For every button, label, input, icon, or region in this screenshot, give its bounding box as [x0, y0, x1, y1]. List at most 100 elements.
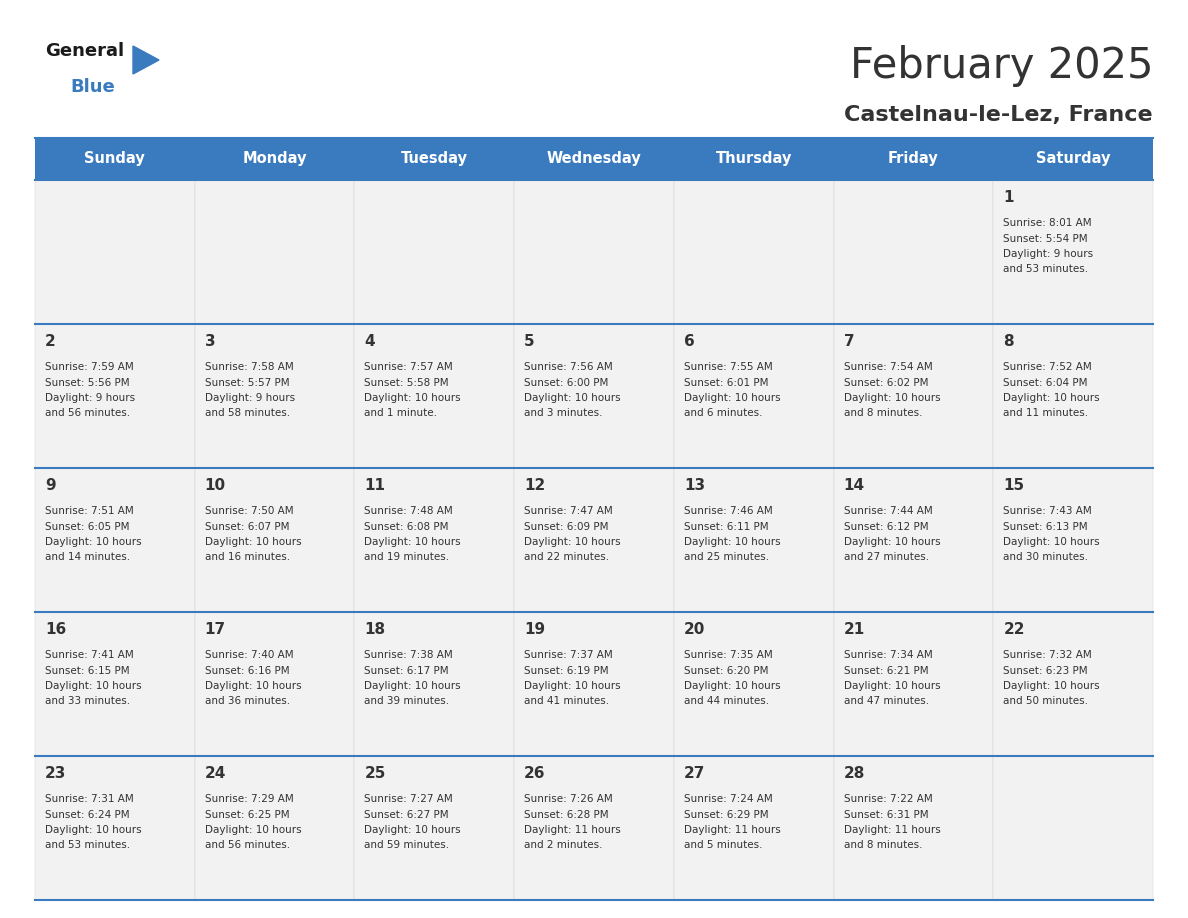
Text: and 2 minutes.: and 2 minutes.	[524, 841, 602, 850]
Text: Daylight: 11 hours: Daylight: 11 hours	[524, 825, 621, 835]
Text: Sunset: 6:19 PM: Sunset: 6:19 PM	[524, 666, 608, 676]
Text: 15: 15	[1004, 478, 1024, 493]
Text: Sunset: 6:20 PM: Sunset: 6:20 PM	[684, 666, 769, 676]
Text: Sunrise: 7:44 AM: Sunrise: 7:44 AM	[843, 506, 933, 516]
Text: Sunrise: 7:31 AM: Sunrise: 7:31 AM	[45, 794, 134, 804]
Bar	[834, 180, 993, 324]
Text: Sunrise: 7:29 AM: Sunrise: 7:29 AM	[204, 794, 293, 804]
Text: Sunrise: 7:26 AM: Sunrise: 7:26 AM	[524, 794, 613, 804]
Text: Sunrise: 7:40 AM: Sunrise: 7:40 AM	[204, 650, 293, 660]
Text: Monday: Monday	[242, 151, 307, 166]
Text: Sunrise: 7:55 AM: Sunrise: 7:55 AM	[684, 362, 772, 372]
Text: 6: 6	[684, 334, 695, 349]
Bar	[34, 756, 195, 900]
Text: and 8 minutes.: and 8 minutes.	[843, 409, 922, 419]
Text: Daylight: 10 hours: Daylight: 10 hours	[365, 537, 461, 547]
Text: Sunrise: 7:57 AM: Sunrise: 7:57 AM	[365, 362, 453, 372]
Text: Sunset: 5:58 PM: Sunset: 5:58 PM	[365, 377, 449, 387]
Text: and 56 minutes.: and 56 minutes.	[45, 409, 131, 419]
Text: Sunset: 6:07 PM: Sunset: 6:07 PM	[204, 521, 289, 532]
Bar	[674, 180, 834, 324]
Text: Sunrise: 7:51 AM: Sunrise: 7:51 AM	[45, 506, 134, 516]
Bar	[834, 756, 993, 900]
Text: Sunset: 6:01 PM: Sunset: 6:01 PM	[684, 377, 769, 387]
Text: 10: 10	[204, 478, 226, 493]
Text: Sunrise: 7:24 AM: Sunrise: 7:24 AM	[684, 794, 772, 804]
Text: 24: 24	[204, 766, 226, 781]
Text: Daylight: 10 hours: Daylight: 10 hours	[204, 825, 302, 835]
Bar	[195, 180, 354, 324]
Text: Daylight: 10 hours: Daylight: 10 hours	[45, 825, 141, 835]
Text: Sunrise: 7:32 AM: Sunrise: 7:32 AM	[1004, 650, 1092, 660]
Text: Sunrise: 7:50 AM: Sunrise: 7:50 AM	[204, 506, 293, 516]
Bar	[993, 612, 1154, 756]
Bar	[34, 180, 195, 324]
Bar	[514, 468, 674, 612]
Text: Sunset: 6:12 PM: Sunset: 6:12 PM	[843, 521, 928, 532]
Text: Daylight: 11 hours: Daylight: 11 hours	[684, 825, 781, 835]
Text: Sunset: 6:29 PM: Sunset: 6:29 PM	[684, 810, 769, 820]
Text: Sunset: 6:11 PM: Sunset: 6:11 PM	[684, 521, 769, 532]
Text: and 6 minutes.: and 6 minutes.	[684, 409, 763, 419]
Text: and 41 minutes.: and 41 minutes.	[524, 697, 609, 707]
Bar	[34, 612, 195, 756]
Text: Daylight: 10 hours: Daylight: 10 hours	[684, 681, 781, 691]
Bar	[834, 468, 993, 612]
Text: February 2025: February 2025	[849, 45, 1154, 87]
Bar	[993, 468, 1154, 612]
Bar	[195, 756, 354, 900]
Bar	[34, 324, 195, 468]
Text: Thursday: Thursday	[715, 151, 792, 166]
Text: Sunrise: 7:54 AM: Sunrise: 7:54 AM	[843, 362, 933, 372]
Text: Sunrise: 7:38 AM: Sunrise: 7:38 AM	[365, 650, 453, 660]
Bar	[993, 138, 1154, 180]
Text: Daylight: 9 hours: Daylight: 9 hours	[204, 393, 295, 403]
Text: Sunrise: 7:48 AM: Sunrise: 7:48 AM	[365, 506, 453, 516]
Text: Daylight: 10 hours: Daylight: 10 hours	[1004, 681, 1100, 691]
Text: Daylight: 10 hours: Daylight: 10 hours	[843, 681, 940, 691]
Text: Sunset: 6:00 PM: Sunset: 6:00 PM	[524, 377, 608, 387]
Bar	[514, 180, 674, 324]
Text: 18: 18	[365, 622, 386, 637]
Text: Daylight: 11 hours: Daylight: 11 hours	[843, 825, 941, 835]
Text: Sunrise: 8:01 AM: Sunrise: 8:01 AM	[1004, 218, 1092, 228]
Bar	[993, 324, 1154, 468]
Text: and 36 minutes.: and 36 minutes.	[204, 697, 290, 707]
Text: Wednesday: Wednesday	[546, 151, 642, 166]
Bar	[674, 468, 834, 612]
Text: and 56 minutes.: and 56 minutes.	[204, 841, 290, 850]
Text: and 50 minutes.: and 50 minutes.	[1004, 697, 1088, 707]
Text: Sunrise: 7:47 AM: Sunrise: 7:47 AM	[524, 506, 613, 516]
Text: 7: 7	[843, 334, 854, 349]
Text: Sunrise: 7:56 AM: Sunrise: 7:56 AM	[524, 362, 613, 372]
Text: and 27 minutes.: and 27 minutes.	[843, 553, 929, 563]
Text: and 39 minutes.: and 39 minutes.	[365, 697, 449, 707]
Text: 21: 21	[843, 622, 865, 637]
Bar	[354, 612, 514, 756]
Text: 22: 22	[1004, 622, 1025, 637]
Text: 23: 23	[45, 766, 67, 781]
Text: 20: 20	[684, 622, 706, 637]
Text: Sunset: 6:17 PM: Sunset: 6:17 PM	[365, 666, 449, 676]
Text: Daylight: 10 hours: Daylight: 10 hours	[365, 393, 461, 403]
Bar	[674, 138, 834, 180]
Text: Sunset: 6:31 PM: Sunset: 6:31 PM	[843, 810, 928, 820]
Text: Castelnau-le-Lez, France: Castelnau-le-Lez, France	[845, 105, 1154, 125]
Text: and 53 minutes.: and 53 minutes.	[1004, 264, 1088, 274]
Text: 11: 11	[365, 478, 385, 493]
Bar	[195, 612, 354, 756]
Bar	[834, 612, 993, 756]
Text: Sunrise: 7:22 AM: Sunrise: 7:22 AM	[843, 794, 933, 804]
Bar	[514, 138, 674, 180]
Text: Saturday: Saturday	[1036, 151, 1111, 166]
Text: Sunrise: 7:35 AM: Sunrise: 7:35 AM	[684, 650, 772, 660]
Text: Sunset: 6:09 PM: Sunset: 6:09 PM	[524, 521, 608, 532]
Bar	[993, 180, 1154, 324]
Text: and 3 minutes.: and 3 minutes.	[524, 409, 602, 419]
Text: Sunset: 6:24 PM: Sunset: 6:24 PM	[45, 810, 129, 820]
Text: and 19 minutes.: and 19 minutes.	[365, 553, 449, 563]
Text: and 22 minutes.: and 22 minutes.	[524, 553, 609, 563]
Text: Daylight: 9 hours: Daylight: 9 hours	[1004, 249, 1093, 259]
Text: Daylight: 10 hours: Daylight: 10 hours	[1004, 393, 1100, 403]
Text: Sunset: 6:16 PM: Sunset: 6:16 PM	[204, 666, 290, 676]
